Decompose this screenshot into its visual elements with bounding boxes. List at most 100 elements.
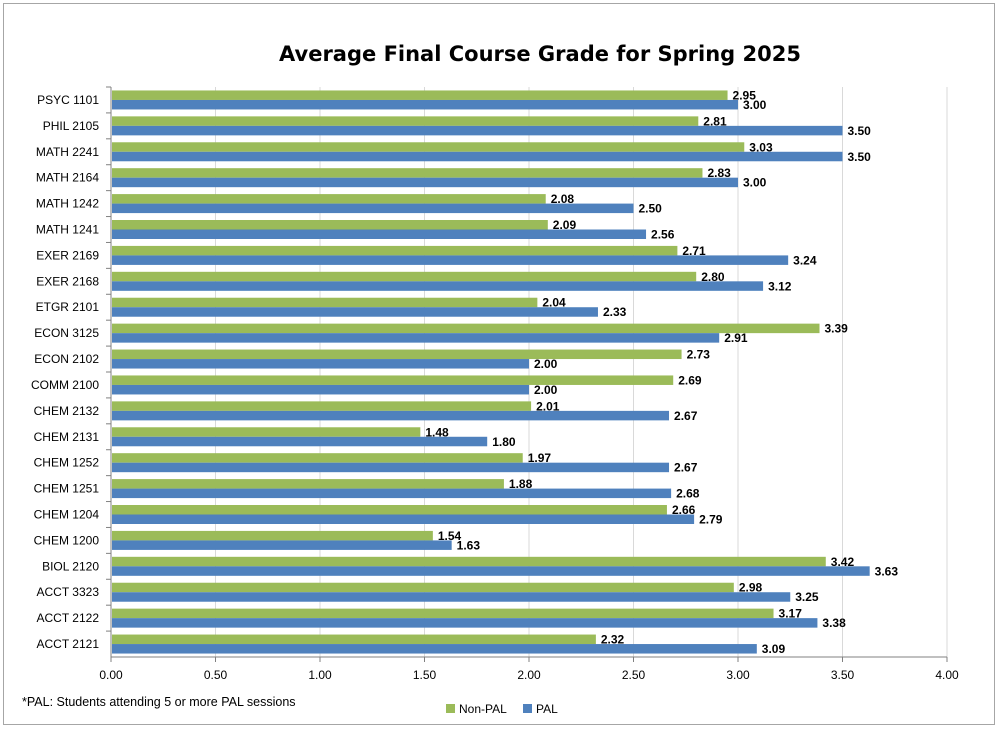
bar-pal-acct-2122 (112, 618, 818, 628)
bar-pal-etgr-2101 (112, 307, 598, 317)
data-label-non-pal-math-2241: 3.03 (749, 140, 773, 154)
category-label-acct-3323: ACCT 3323 (37, 585, 100, 599)
data-label-pal-econ-3125: 2.91 (724, 331, 748, 345)
bar-non-pal-etgr-2101 (112, 297, 538, 308)
bar-pal-math-2241 (112, 151, 843, 162)
bar-pal-math-1241 (112, 229, 647, 239)
data-label-non-pal-psyc-1101: 2.95 (733, 88, 757, 102)
data-label-pal-exer-2168: 3.12 (768, 279, 792, 293)
data-label-pal-math-2241: 3.50 (848, 150, 872, 164)
x-tick-label: 3.50 (831, 668, 855, 682)
chart-title: Average Final Course Grade for Spring 20… (279, 42, 801, 66)
data-label-non-pal-acct-3323: 2.98 (739, 581, 763, 595)
data-label-pal-chem-1200: 1.63 (457, 538, 481, 552)
category-label-etgr-2101: ETGR 2101 (36, 300, 100, 314)
data-label-non-pal-chem-1200: 1.54 (438, 529, 462, 543)
data-label-pal-math-2164: 3.00 (743, 176, 767, 190)
data-label-pal-chem-1251: 2.68 (676, 487, 700, 501)
bar-non-pal-chem-1204 (112, 505, 667, 515)
bar-non-pal-econ-2102 (112, 349, 682, 360)
bar-pal-econ-3125 (112, 333, 720, 343)
category-label-acct-2122: ACCT 2122 (37, 611, 100, 625)
bar-pal-exer-2169 (112, 255, 789, 265)
bar-pal-chem-1200 (112, 540, 452, 550)
bar-pal-chem-1251 (112, 488, 672, 499)
category-label-chem-1200: CHEM 1200 (34, 533, 100, 547)
axes: 0.00 0.50 1.00 1.50 2.00 2.50 3.00 3.50 4.00 PSYC… (31, 86, 959, 682)
category-label-exer-2168: EXER 2168 (36, 274, 99, 288)
bar-pal-biol-2120 (112, 566, 870, 576)
bar-non-pal-chem-2132 (112, 401, 532, 411)
category-label-psyc-1101: PSYC 1101 (37, 93, 99, 107)
category-label-econ-3125: ECON 3125 (34, 326, 99, 340)
bar-pal-chem-1252 (112, 462, 670, 473)
bar-non-pal-chem-1251 (112, 479, 504, 489)
legend-label-non-pal: Non-PAL (459, 702, 507, 716)
category-label-chem-1204: CHEM 1204 (34, 508, 100, 522)
x-tick-label: 1.50 (413, 668, 437, 682)
x-tick-label: 2.50 (622, 668, 646, 682)
bar-pal-chem-2131 (112, 436, 488, 447)
data-label-pal-etgr-2101: 2.33 (603, 305, 627, 319)
data-label-pal-econ-2102: 2.00 (534, 357, 558, 371)
data-label-non-pal-chem-1251: 1.88 (509, 477, 533, 491)
x-tick-label: 0.50 (204, 668, 228, 682)
data-label-pal-chem-1252: 2.67 (674, 461, 698, 475)
data-label-non-pal-chem-1204: 2.66 (672, 503, 696, 517)
data-label-non-pal-acct-2121: 2.32 (601, 633, 625, 647)
data-label-pal-acct-2122: 3.38 (822, 616, 846, 630)
data-label-non-pal-chem-2131: 1.48 (425, 425, 449, 439)
category-label-chem-1252: CHEM 1252 (34, 456, 100, 470)
data-label-pal-acct-2121: 3.09 (762, 642, 786, 656)
bar-non-pal-exer-2169 (112, 245, 678, 256)
x-tick-label: 1.00 (308, 668, 332, 682)
bar-pal-exer-2168 (112, 281, 764, 291)
bar-non-pal-math-2241 (112, 142, 745, 152)
data-label-non-pal-chem-1252: 1.97 (528, 451, 552, 465)
data-label-pal-phil-2105: 3.50 (848, 124, 872, 138)
category-label-comm-2100: COMM 2100 (31, 378, 99, 392)
bar-non-pal-acct-2122 (112, 608, 774, 619)
bar-non-pal-econ-3125 (112, 323, 820, 334)
bar-non-pal-acct-2121 (112, 634, 596, 645)
bar-non-pal-chem-1252 (112, 453, 523, 463)
bar-non-pal-math-1242 (112, 194, 546, 204)
data-label-non-pal-math-1241: 2.09 (553, 218, 577, 232)
data-label-non-pal-phil-2105: 2.81 (703, 114, 727, 128)
bar-pal-econ-2102 (112, 359, 529, 369)
bar-pal-psyc-1101 (112, 99, 738, 110)
data-label-pal-biol-2120: 3.63 (875, 564, 899, 578)
data-label-pal-math-1241: 2.56 (651, 228, 675, 242)
chart-frame: Average Final Course Grade for Spring 20… (3, 3, 995, 725)
footnote: *PAL: Students attending 5 or more PAL s… (22, 695, 296, 709)
data-label-non-pal-math-1242: 2.08 (551, 192, 575, 206)
category-label-chem-2131: CHEM 2131 (34, 430, 100, 444)
data-label-non-pal-etgr-2101: 2.04 (542, 296, 566, 310)
bar-non-pal-chem-2131 (112, 427, 421, 437)
legend-swatch-non-pal (446, 704, 455, 713)
category-label-exer-2169: EXER 2169 (36, 248, 99, 262)
bar-non-pal-math-1241 (112, 220, 548, 230)
category-label-phil-2105: PHIL 2105 (43, 119, 100, 133)
legend: Non-PAL PAL (446, 702, 558, 716)
category-label-biol-2120: BIOL 2120 (42, 559, 99, 573)
bar-non-pal-acct-3323 (112, 582, 734, 593)
data-label-non-pal-exer-2168: 2.80 (701, 270, 725, 284)
data-label-non-pal-chem-2132: 2.01 (536, 399, 560, 413)
category-label-chem-2132: CHEM 2132 (34, 404, 100, 418)
category-label-math-2164: MATH 2164 (36, 171, 99, 185)
data-label-pal-chem-2132: 2.67 (674, 409, 698, 423)
data-label-non-pal-comm-2100: 2.69 (678, 373, 702, 387)
legend-label-pal: PAL (536, 702, 558, 716)
data-label-pal-comm-2100: 2.00 (534, 383, 558, 397)
data-labels: 2.953.002.813.503.033.502.833.002.082.50… (425, 88, 898, 656)
data-label-pal-exer-2169: 3.24 (793, 253, 817, 267)
data-label-pal-math-1242: 2.50 (639, 202, 663, 216)
data-label-non-pal-econ-2102: 2.73 (687, 348, 711, 362)
category-label-math-1242: MATH 1242 (36, 197, 99, 211)
bar-non-pal-math-2164 (112, 168, 703, 178)
bar-pal-acct-3323 (112, 592, 791, 602)
category-label-chem-1251: CHEM 1251 (34, 482, 100, 496)
data-label-pal-psyc-1101: 3.00 (743, 98, 767, 112)
data-label-non-pal-math-2164: 2.83 (707, 166, 731, 180)
